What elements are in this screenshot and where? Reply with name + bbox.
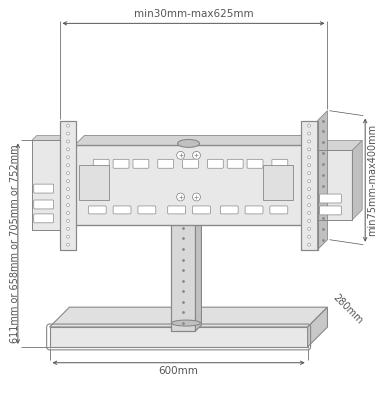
Polygon shape: [50, 327, 308, 347]
Circle shape: [67, 227, 70, 230]
FancyBboxPatch shape: [208, 159, 223, 168]
FancyBboxPatch shape: [192, 206, 211, 214]
FancyBboxPatch shape: [113, 159, 129, 168]
Text: 600mm: 600mm: [159, 366, 198, 376]
Circle shape: [308, 235, 311, 238]
Circle shape: [67, 235, 70, 238]
Circle shape: [192, 151, 200, 159]
Circle shape: [177, 151, 184, 159]
FancyBboxPatch shape: [158, 159, 174, 168]
FancyBboxPatch shape: [93, 159, 109, 168]
Circle shape: [308, 132, 311, 135]
FancyBboxPatch shape: [245, 206, 263, 214]
Circle shape: [308, 219, 311, 222]
FancyBboxPatch shape: [319, 194, 341, 203]
Circle shape: [308, 156, 311, 159]
Circle shape: [67, 140, 70, 143]
FancyBboxPatch shape: [247, 159, 263, 168]
Polygon shape: [303, 136, 313, 225]
Text: min30mm-max625mm: min30mm-max625mm: [134, 9, 253, 19]
FancyBboxPatch shape: [34, 184, 54, 193]
Circle shape: [308, 196, 311, 198]
Circle shape: [308, 212, 311, 214]
FancyBboxPatch shape: [220, 206, 238, 214]
Bar: [263, 165, 293, 200]
Bar: [301, 121, 318, 250]
Circle shape: [67, 124, 70, 127]
Circle shape: [308, 243, 311, 246]
Circle shape: [67, 212, 70, 214]
Circle shape: [308, 164, 311, 167]
Circle shape: [308, 188, 311, 190]
FancyBboxPatch shape: [88, 206, 106, 214]
FancyBboxPatch shape: [133, 159, 149, 168]
Circle shape: [177, 193, 184, 201]
Ellipse shape: [172, 320, 200, 326]
Polygon shape: [318, 140, 362, 150]
Polygon shape: [50, 307, 327, 327]
Circle shape: [67, 172, 70, 175]
Polygon shape: [60, 121, 76, 250]
Bar: [318, 150, 352, 220]
FancyBboxPatch shape: [34, 200, 54, 209]
Circle shape: [308, 204, 311, 206]
FancyBboxPatch shape: [272, 159, 288, 168]
Polygon shape: [318, 111, 327, 250]
Polygon shape: [32, 140, 60, 230]
Circle shape: [67, 243, 70, 246]
Circle shape: [308, 148, 311, 151]
Bar: [79, 165, 109, 200]
Bar: [171, 220, 195, 331]
Circle shape: [308, 140, 311, 143]
Circle shape: [308, 227, 311, 230]
Text: 280mm: 280mm: [330, 292, 364, 326]
Circle shape: [67, 156, 70, 159]
Polygon shape: [308, 307, 327, 347]
Bar: [60, 121, 76, 250]
FancyBboxPatch shape: [183, 159, 198, 168]
FancyBboxPatch shape: [138, 206, 156, 214]
FancyBboxPatch shape: [168, 206, 186, 214]
Polygon shape: [171, 214, 201, 220]
Polygon shape: [32, 136, 65, 140]
Bar: [32, 140, 60, 230]
Polygon shape: [74, 136, 313, 146]
Circle shape: [67, 219, 70, 222]
Text: min75mm-max400mm: min75mm-max400mm: [367, 124, 377, 236]
Circle shape: [67, 188, 70, 190]
Polygon shape: [171, 220, 195, 331]
FancyBboxPatch shape: [227, 159, 243, 168]
Circle shape: [67, 132, 70, 135]
Circle shape: [308, 124, 311, 127]
Polygon shape: [318, 150, 352, 220]
Polygon shape: [352, 140, 362, 220]
Circle shape: [192, 193, 200, 201]
Circle shape: [67, 164, 70, 167]
Circle shape: [67, 148, 70, 151]
Polygon shape: [195, 214, 201, 331]
Polygon shape: [74, 146, 303, 225]
Ellipse shape: [178, 140, 200, 148]
FancyBboxPatch shape: [34, 214, 54, 223]
Bar: [74, 146, 303, 225]
Circle shape: [308, 180, 311, 183]
Polygon shape: [301, 121, 318, 250]
FancyBboxPatch shape: [113, 206, 131, 214]
Circle shape: [67, 180, 70, 183]
FancyBboxPatch shape: [270, 206, 288, 214]
Circle shape: [308, 172, 311, 175]
Text: 611mm or 658mm or 705mm or 752mm: 611mm or 658mm or 705mm or 752mm: [10, 144, 20, 343]
FancyBboxPatch shape: [319, 206, 341, 215]
Circle shape: [67, 196, 70, 198]
Circle shape: [67, 204, 70, 206]
